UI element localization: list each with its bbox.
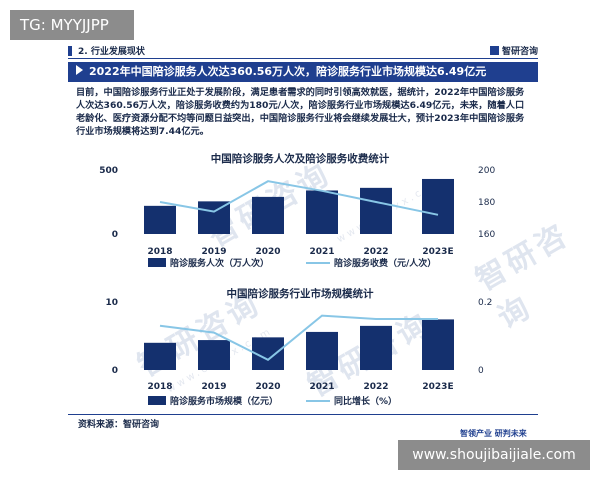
bar <box>144 205 176 234</box>
x-axis-tick: 2020 <box>255 382 280 392</box>
url-badge: www.shoujibaijiale.com <box>398 440 590 470</box>
bar <box>360 325 392 370</box>
x-axis-tick: 2019 <box>201 382 226 392</box>
right-axis-tick: 200 <box>478 166 495 176</box>
x-axis-tick: 2023E <box>422 382 453 392</box>
banner: 2022年中国陪诊服务人次达360.56万人次，陪诊服务行业市场规模达6.49亿… <box>68 62 538 82</box>
source-note: 资料来源：智研咨询 <box>78 420 160 430</box>
left-axis-tick: 0 <box>112 230 118 240</box>
x-axis-tick: 2018 <box>147 247 172 257</box>
series-line <box>159 314 438 361</box>
summary-paragraph: 目前，中国陪诊服务行业正处于发展阶段，满足患者需求的同时引领高效就医，据统计，2… <box>76 87 525 137</box>
bar <box>144 342 176 370</box>
header-divider <box>68 58 538 59</box>
right-axis-tick: 0.2 <box>478 298 492 308</box>
bar <box>306 190 338 234</box>
tagline: 智领产业 研判未来 <box>460 429 527 438</box>
legend-swatch-bar <box>148 258 166 267</box>
left-axis-tick: 10 <box>105 298 118 308</box>
legend-label: 陪诊服务收费（元/人次） <box>334 257 436 269</box>
x-axis-tick: 2022 <box>363 382 388 392</box>
x-axis-tick: 2020 <box>255 247 280 257</box>
arrow-icon <box>76 65 83 75</box>
legend-label: 陪诊服务市场规模（亿元） <box>170 395 278 407</box>
x-axis-tick: 2021 <box>309 247 334 257</box>
bar <box>198 201 230 234</box>
bar <box>306 331 338 370</box>
right-axis-tick: 180 <box>478 198 495 208</box>
section-header: 2. 行业发展现状 智研咨询 <box>68 44 538 58</box>
bar <box>252 196 284 234</box>
footer-divider <box>68 414 538 415</box>
left-axis-tick: 500 <box>99 166 118 176</box>
series-line <box>159 180 439 216</box>
right-axis-tick: 0 <box>478 366 484 376</box>
brand: 智研咨询 <box>489 44 538 57</box>
tg-badge: TG: MYYJJPP <box>10 10 134 40</box>
x-axis-tick: 2019 <box>201 247 226 257</box>
legend-label: 陪诊服务人次（万人次） <box>170 257 269 269</box>
chart-title: 中国陪诊服务人次及陪诊服务收费统计 <box>211 152 390 165</box>
section-title: 2. 行业发展现状 <box>78 47 145 57</box>
x-axis-tick: 2022 <box>363 247 388 257</box>
legend-swatch-bar <box>148 396 166 405</box>
x-axis-tick: 2021 <box>309 382 334 392</box>
brand-logo-icon <box>489 46 499 55</box>
bar <box>422 178 454 234</box>
brand-name: 智研咨询 <box>501 47 538 57</box>
chart-title: 中国陪诊服务行业市场规模统计 <box>227 287 374 300</box>
banner-title: 2022年中国陪诊服务人次达360.56万人次，陪诊服务行业市场规模达6.49亿… <box>89 65 487 78</box>
right-axis-tick: 160 <box>478 230 495 240</box>
x-axis-tick: 2018 <box>147 382 172 392</box>
bar <box>360 187 392 234</box>
bar <box>422 319 454 370</box>
x-axis-tick: 2023E <box>422 247 453 257</box>
left-axis-tick: 0 <box>112 366 118 376</box>
bar <box>198 340 230 370</box>
section-marker <box>68 46 72 56</box>
legend-label: 同比增长（%） <box>334 395 397 407</box>
